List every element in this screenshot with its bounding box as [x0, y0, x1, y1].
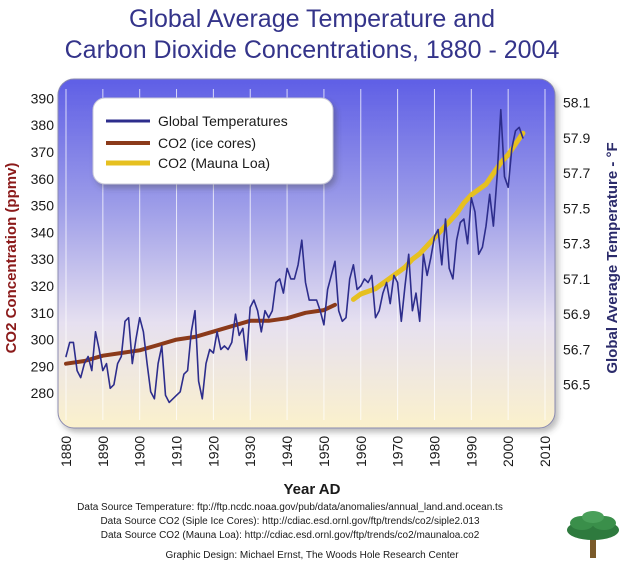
y-right-tick-label: 56.5	[563, 377, 590, 393]
y-right-tick-label: 57.3	[563, 236, 590, 252]
y-left-axis-label: CO2 Concentration (ppmv)	[3, 163, 20, 354]
y-left-axis-ticks: 280 290 300 310 320 330 340 350 360 370 380 390	[31, 90, 55, 401]
source-co2-ice-cores: Data Source CO2 (Siple Ice Cores): http:…	[100, 516, 480, 527]
y-right-tick-label: 56.9	[563, 306, 590, 322]
y-right-tick-label: 57.5	[563, 200, 590, 216]
legend-label-co2-mauna-loa: CO2 (Mauna Loa)	[158, 155, 270, 171]
x-tick-label: 2000	[500, 436, 516, 467]
y-left-tick-label: 370	[31, 144, 55, 160]
x-tick-label: 1960	[353, 436, 369, 467]
x-tick-label: 1880	[58, 436, 74, 467]
y-left-tick-label: 310	[31, 305, 55, 321]
y-left-tick-label: 390	[31, 90, 55, 106]
y-right-axis-ticks: 56.5 56.7 56.9 57.1 57.3 57.5 57.7 57.9 58.1	[563, 95, 590, 393]
series-line-global-temperatures	[65, 108, 524, 404]
x-tick-label: 1990	[463, 436, 479, 467]
y-right-tick-label: 57.1	[563, 271, 590, 287]
legend: Global Temperatures CO2 (ice cores) CO2 …	[92, 97, 334, 185]
y-left-tick-label: 290	[31, 358, 55, 374]
y-right-tick-label: 57.7	[563, 165, 590, 181]
x-tick-label: 2010	[537, 436, 553, 467]
y-left-tick-label: 340	[31, 224, 55, 240]
x-tick-label: 1980	[426, 436, 442, 467]
legend-box	[92, 97, 334, 185]
tree-logo-icon	[567, 511, 619, 558]
source-temperature: Data Source Temperature: ftp://ftp.ncdc.…	[77, 502, 503, 513]
x-tick-label: 1940	[279, 436, 295, 467]
y-left-tick-label: 380	[31, 117, 55, 133]
legend-label-temperature: Global Temperatures	[158, 113, 288, 129]
x-tick-label: 1900	[132, 436, 148, 467]
x-axis-ticks: 1880 1890 1900 1910 1920 1930 1940 1950 1960 1970…	[58, 436, 553, 467]
y-left-tick-label: 330	[31, 251, 55, 267]
x-tick-label: 1890	[95, 436, 111, 467]
x-tick-label: 1920	[205, 436, 221, 467]
series-layer	[64, 108, 526, 404]
x-tick-label: 1970	[390, 436, 406, 467]
chart-title-line-2: Carbon Dioxide Concentrations, 1880 - 20…	[65, 36, 560, 64]
legend-label-co2-ice: CO2 (ice cores)	[158, 135, 256, 151]
y-right-tick-label: 58.1	[563, 95, 590, 111]
y-right-axis-label: Global Average Temperature - °F	[604, 142, 621, 373]
y-left-tick-label: 300	[31, 332, 55, 348]
y-right-tick-label: 57.9	[563, 130, 590, 146]
graphic-credit: Graphic Design: Michael Ernst, The Woods…	[165, 550, 459, 561]
x-tick-label: 1930	[242, 436, 258, 467]
y-left-tick-label: 360	[31, 171, 55, 187]
y-left-tick-label: 320	[31, 278, 55, 294]
chart-title-line-1: Global Average Temperature and	[129, 5, 495, 33]
y-left-tick-label: 280	[31, 385, 55, 401]
y-right-tick-label: 56.7	[563, 341, 590, 357]
source-co2-mauna-loa: Data Source CO2 (Mauna Loa): http://cdia…	[101, 530, 480, 541]
x-tick-label: 1910	[169, 436, 185, 467]
x-axis-label: Year AD	[284, 481, 341, 498]
y-left-tick-label: 350	[31, 198, 55, 214]
x-tick-label: 1950	[316, 436, 332, 467]
series-line-co2-ice-cores	[64, 302, 337, 366]
